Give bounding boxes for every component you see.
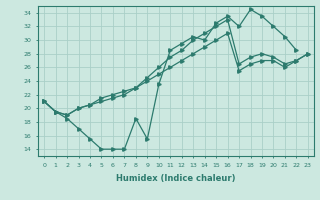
X-axis label: Humidex (Indice chaleur): Humidex (Indice chaleur) xyxy=(116,174,236,183)
